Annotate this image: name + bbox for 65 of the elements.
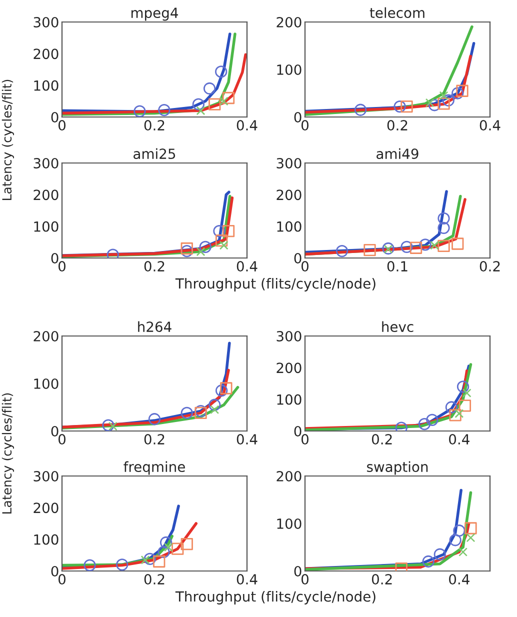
y-tick-label: 200	[34, 502, 58, 514]
x-tick-label: 0.4	[449, 574, 470, 585]
x-tick-label: 0.2	[144, 574, 164, 585]
y-tick-label: 300	[276, 158, 302, 168]
x-tick-label: 0.4	[480, 120, 500, 131]
y-tick-label: 100	[277, 518, 302, 529]
x-tick-label: 0.1	[387, 261, 408, 272]
x-axis-title: Throughput (flits/cycle/node)	[175, 278, 376, 292]
y-tick-label: 200	[276, 16, 302, 28]
x-tick-label: 0.2	[144, 434, 164, 445]
y-tick-label: 200	[276, 362, 302, 374]
x-tick-label: 0.4	[236, 574, 258, 585]
chart-title: mpeg4	[131, 8, 178, 21]
y-tick-label: 100	[34, 80, 58, 91]
chart-title: hevc	[382, 321, 414, 332]
y-axis-title: Latency (cycles/flit)	[2, 80, 14, 200]
x-tick-label: 0	[58, 574, 66, 585]
x-tick-label: 0.4	[236, 120, 258, 131]
y-tick-label: 200	[276, 470, 302, 482]
chart-title: h264	[138, 321, 172, 332]
y-tick-label: 0	[294, 112, 302, 122]
y-tick-label: 0	[51, 252, 58, 264]
chart-title: swaption	[366, 461, 428, 475]
y-tick-label: 0	[51, 566, 58, 576]
y-tick-label: 0	[294, 566, 302, 576]
x-tick-label: 0.2	[144, 120, 164, 131]
y-tick-label: 200	[34, 190, 58, 200]
y-tick-label: 100	[34, 221, 58, 232]
y-tick-label: 200	[34, 330, 58, 342]
y-tick-label: 300	[34, 470, 58, 482]
y-tick-label: 0	[51, 112, 58, 122]
x-tick-label: 0.4	[449, 434, 470, 445]
x-tick-label: 0	[301, 120, 308, 131]
y-tick-label: 100	[277, 64, 302, 75]
x-tick-label: 0.2	[387, 120, 408, 131]
x-tick-label: 0.2	[144, 261, 164, 272]
x-tick-label: 0	[58, 120, 66, 131]
y-tick-label: 300	[276, 330, 302, 342]
x-tick-label: 0.4	[236, 261, 258, 272]
x-tick-label: 0	[301, 261, 308, 272]
y-tick-label: 100	[34, 534, 58, 545]
x-tick-label: 0.4	[236, 434, 258, 445]
x-tick-label: 0.2	[372, 434, 392, 445]
y-tick-label: 0	[51, 426, 58, 436]
x-tick-label: 0.2	[372, 574, 392, 585]
x-tick-label: 0	[301, 574, 308, 585]
y-tick-label: 300	[34, 16, 58, 28]
x-tick-label: 0	[58, 261, 66, 272]
chart-title: ami25	[134, 148, 176, 160]
y-tick-label: 0	[294, 252, 302, 264]
y-tick-label: 200	[34, 48, 58, 60]
y-tick-label: 100	[34, 378, 58, 389]
y-tick-label: 200	[276, 190, 302, 200]
y-tick-label: 100	[277, 221, 302, 232]
y-tick-label: 100	[277, 394, 302, 405]
x-axis-title: Throughput (flits/cycle/node)	[175, 591, 376, 604]
x-tick-label: 0	[58, 434, 66, 445]
chart-title: telecom	[370, 7, 424, 18]
y-tick-label: 0	[294, 426, 302, 436]
x-tick-label: 0	[301, 434, 308, 445]
y-tick-label: 300	[34, 158, 58, 168]
x-tick-label: 0.2	[480, 261, 500, 272]
chart-title: ami49	[376, 148, 418, 160]
chart-title: freqmine	[124, 461, 185, 475]
y-axis-title: Latency (cycles/flit)	[2, 393, 14, 514]
